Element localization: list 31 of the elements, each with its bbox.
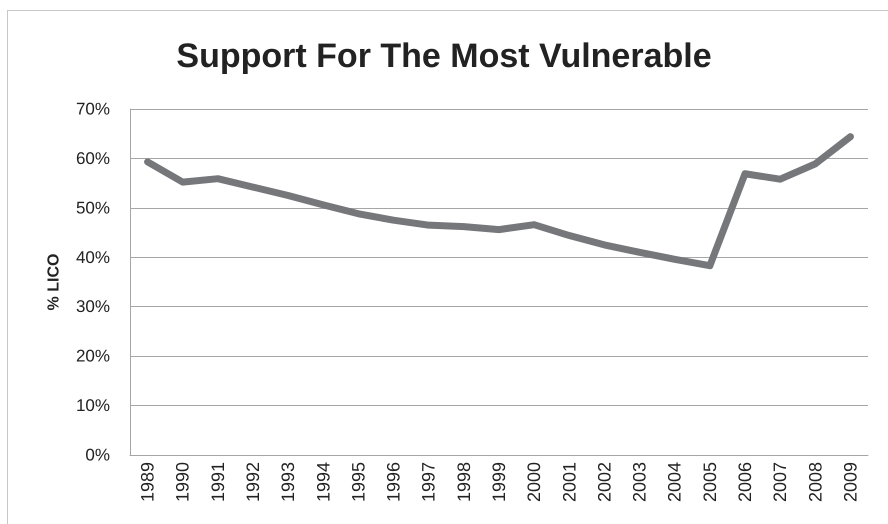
- x-tick-label: 1989: [138, 462, 158, 502]
- x-tick-label: 1998: [454, 462, 474, 502]
- x-tick-label: 1993: [278, 462, 298, 502]
- x-tick-label: 1994: [313, 462, 334, 502]
- y-tick-label: 70%: [76, 100, 110, 118]
- x-tick-label: 1997: [418, 462, 439, 502]
- x-tick-label: 2007: [770, 462, 790, 502]
- x-tick-label: 1995: [348, 462, 368, 502]
- x-tick-label: 1992: [243, 462, 263, 502]
- x-tick-label: 1991: [208, 462, 228, 502]
- x-tick-label: 1996: [384, 462, 404, 502]
- x-tick-label: 2008: [805, 462, 826, 502]
- x-tick-label: 2001: [559, 462, 580, 502]
- y-tick-label: 60%: [76, 148, 110, 168]
- y-tick-label: 40%: [76, 248, 110, 267]
- x-tick-label: 1990: [172, 462, 193, 502]
- y-axis-title: % LICO: [46, 254, 62, 310]
- x-tick-label: 2002: [594, 462, 614, 502]
- x-tick-label: 2004: [664, 462, 685, 502]
- y-tick-label: 0%: [85, 446, 110, 464]
- x-tick-label: 2009: [840, 462, 860, 502]
- y-tick-label: 30%: [76, 297, 110, 316]
- x-tick-label: 2000: [524, 462, 544, 502]
- chart-title: Support For The Most Vulnerable: [176, 37, 712, 75]
- y-tick-label: 50%: [76, 198, 110, 218]
- x-tick-label: 2005: [700, 462, 720, 502]
- x-tick-label: 2006: [735, 462, 755, 502]
- x-tick-label: 1999: [489, 462, 509, 502]
- y-tick-label: 10%: [76, 396, 110, 416]
- x-tick-label: 2003: [630, 462, 650, 502]
- y-tick-label: 20%: [76, 346, 110, 366]
